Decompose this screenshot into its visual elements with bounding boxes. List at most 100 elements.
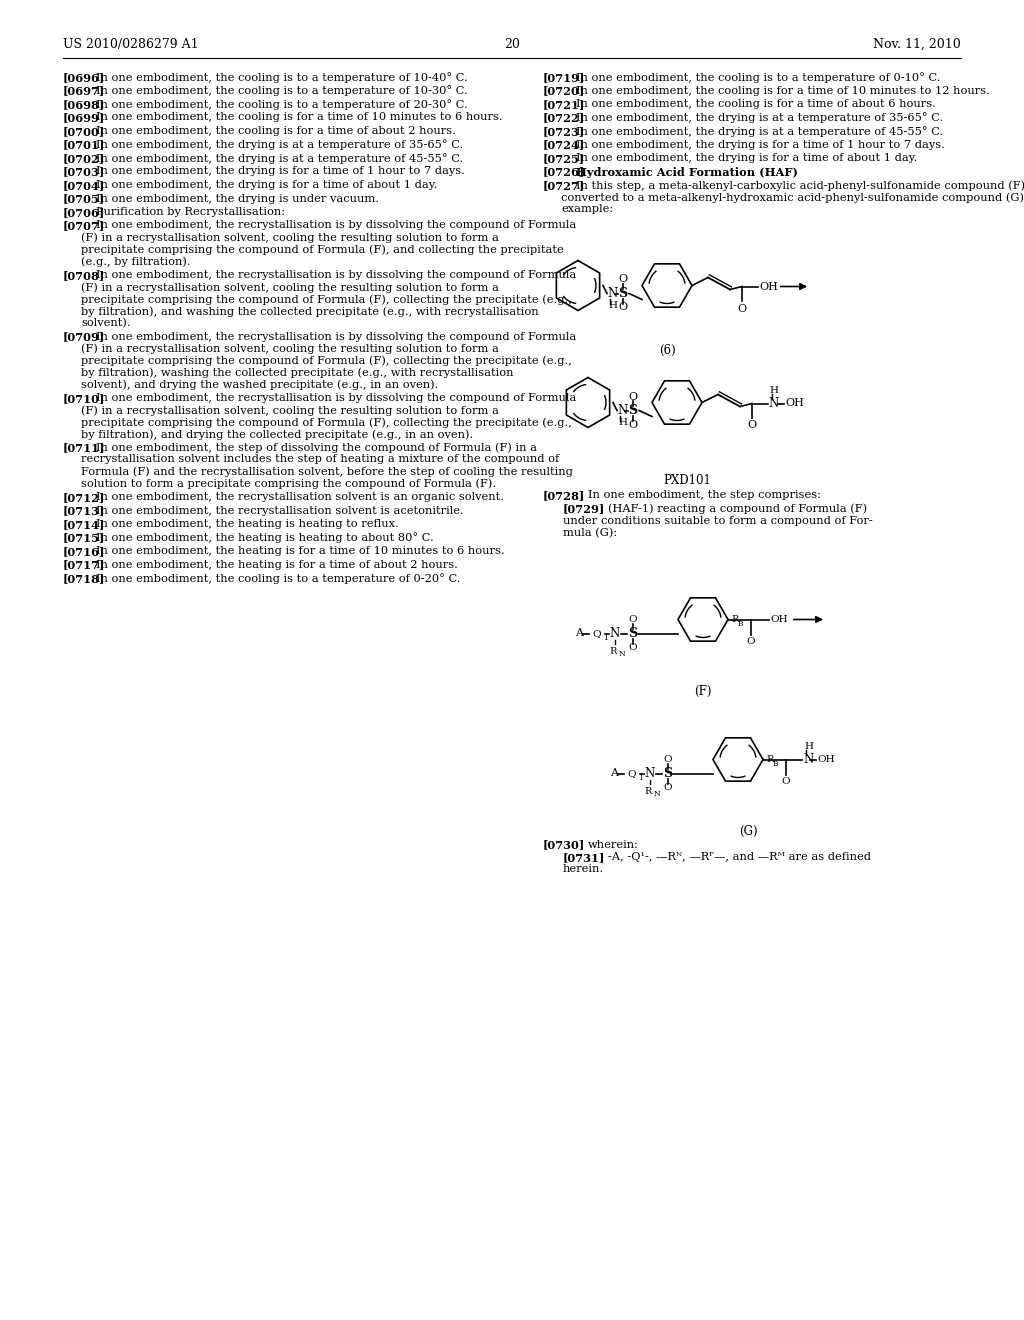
Text: mula (G):: mula (G):: [563, 528, 617, 537]
Text: H: H: [608, 301, 617, 310]
Text: N: N: [645, 767, 655, 780]
Text: [0729]: [0729]: [563, 503, 605, 515]
Text: wherein:: wherein:: [588, 840, 639, 850]
Text: In one embodiment, the heating is heating to about 80° C.: In one embodiment, the heating is heatin…: [96, 532, 434, 544]
Text: precipitate comprising the compound of Formula (F), and collecting the precipita: precipitate comprising the compound of F…: [81, 244, 564, 255]
Text: [0726]: [0726]: [543, 166, 586, 177]
Text: [0716]: [0716]: [63, 546, 105, 557]
Text: N: N: [618, 649, 626, 657]
Text: H: H: [804, 742, 813, 751]
Text: example:: example:: [561, 205, 613, 214]
Text: S: S: [618, 286, 628, 300]
Text: R: R: [731, 615, 738, 624]
Text: [0713]: [0713]: [63, 506, 105, 516]
Text: In one embodiment, the drying is at a temperature of 35-65° C.: In one embodiment, the drying is at a te…: [96, 140, 463, 150]
Text: O: O: [629, 615, 637, 624]
Text: PXD101: PXD101: [664, 474, 711, 487]
Text: In one embodiment, the recrystallisation solvent is an organic solvent.: In one embodiment, the recrystallisation…: [96, 492, 504, 502]
Text: by filtration), and drying the collected precipitate (e.g., in an oven).: by filtration), and drying the collected…: [81, 429, 474, 440]
Text: [0701]: [0701]: [63, 140, 105, 150]
Text: [0722]: [0722]: [543, 112, 586, 124]
Text: R: R: [766, 755, 773, 764]
Text: (F): (F): [694, 685, 712, 697]
Text: O: O: [664, 783, 673, 792]
Text: O: O: [629, 643, 637, 652]
Text: Nov. 11, 2010: Nov. 11, 2010: [873, 38, 961, 51]
Text: N: N: [768, 397, 778, 411]
Text: [0730]: [0730]: [543, 840, 586, 850]
Text: O: O: [629, 420, 638, 429]
Text: S: S: [629, 627, 638, 640]
Text: R: R: [609, 647, 616, 656]
Text: In one embodiment, the recrystallisation is by dissolving the compound of Formul: In one embodiment, the recrystallisation…: [96, 393, 577, 403]
Text: OH: OH: [817, 755, 835, 764]
Text: In one embodiment, the cooling is to a temperature of 10-40° C.: In one embodiment, the cooling is to a t…: [96, 73, 468, 83]
Text: 20: 20: [504, 38, 520, 51]
Text: (e.g., by filtration).: (e.g., by filtration).: [81, 256, 191, 267]
Text: [0719]: [0719]: [543, 73, 586, 83]
Text: [0718]: [0718]: [63, 573, 105, 583]
Text: S: S: [629, 404, 638, 417]
Text: In one embodiment, the recrystallisation is by dissolving the compound of Formul: In one embodiment, the recrystallisation…: [96, 271, 577, 280]
Text: solution to form a precipitate comprising the compound of Formula (F).: solution to form a precipitate comprisin…: [81, 479, 497, 490]
Text: (F) in a recrystallisation solvent, cooling the resulting solution to form a: (F) in a recrystallisation solvent, cool…: [81, 343, 500, 354]
Text: In one embodiment, the cooling is to a temperature of 0-10° C.: In one embodiment, the cooling is to a t…: [577, 73, 941, 83]
Text: In one embodiment, the recrystallisation is by dissolving the compound of Formul: In one embodiment, the recrystallisation…: [96, 220, 577, 231]
Text: 1: 1: [603, 634, 608, 642]
Text: [0727]: [0727]: [543, 180, 586, 191]
Text: In one embodiment, the cooling is for a time of 10 minutes to 6 hours.: In one embodiment, the cooling is for a …: [96, 112, 503, 123]
Text: In one embodiment, the recrystallisation solvent is acetonitrile.: In one embodiment, the recrystallisation…: [96, 506, 464, 516]
Text: (F) in a recrystallisation solvent, cooling the resulting solution to form a: (F) in a recrystallisation solvent, cool…: [81, 282, 500, 293]
Text: OH: OH: [770, 615, 787, 624]
Text: O: O: [618, 302, 628, 313]
Text: (6): (6): [658, 343, 676, 356]
Text: 1: 1: [638, 774, 643, 781]
Text: In one embodiment, the drying is for a time of 1 hour to 7 days.: In one embodiment, the drying is for a t…: [577, 140, 945, 149]
Text: [0711]: [0711]: [63, 442, 105, 454]
Text: (G): (G): [738, 825, 758, 837]
Text: O: O: [737, 304, 746, 314]
Text: O: O: [748, 421, 757, 430]
Text: In one embodiment, the drying is at a temperature of 45-55° C.: In one embodiment, the drying is at a te…: [577, 125, 943, 137]
Text: In one embodiment, the cooling is for a time of about 2 hours.: In one embodiment, the cooling is for a …: [96, 125, 456, 136]
Text: In this step, a meta-alkenyl-carboxylic acid-phenyl-sulfonamide compound (F) is: In this step, a meta-alkenyl-carboxylic …: [577, 180, 1024, 190]
Text: A: A: [575, 628, 583, 639]
Text: [0710]: [0710]: [63, 393, 105, 404]
Text: -A, -Q¹-, —Rᴺ, —Rᴾ—, and —Rᴹ are as defined: -A, -Q¹-, —Rᴺ, —Rᴾ—, and —Rᴹ are as defi…: [608, 853, 871, 862]
Text: [0697]: [0697]: [63, 86, 105, 96]
Text: Q: Q: [593, 630, 601, 638]
Text: O: O: [781, 777, 791, 787]
Text: [0715]: [0715]: [63, 532, 105, 544]
Text: [0707]: [0707]: [63, 220, 105, 231]
Text: solvent).: solvent).: [81, 318, 131, 329]
Text: In one embodiment, the drying is for a time of about 1 day.: In one embodiment, the drying is for a t…: [96, 180, 437, 190]
Text: R: R: [644, 787, 651, 796]
Text: by filtration), and washing the collected precipitate (e.g., with recrystallisat: by filtration), and washing the collecte…: [81, 306, 539, 317]
Text: OH: OH: [759, 281, 778, 292]
Text: [0702]: [0702]: [63, 153, 105, 164]
Text: Q: Q: [628, 770, 636, 777]
Text: Formula (F) and the recrystallisation solvent, before the step of cooling the re: Formula (F) and the recrystallisation so…: [81, 466, 573, 477]
Text: by filtration), washing the collected precipitate (e.g., with recrystallisation: by filtration), washing the collected pr…: [81, 367, 514, 378]
Text: A: A: [610, 768, 618, 779]
Text: [0706]: [0706]: [63, 207, 105, 218]
Text: In one embodiment, the cooling is for a time of 10 minutes to 12 hours.: In one embodiment, the cooling is for a …: [577, 86, 990, 95]
Text: (HAF-1) reacting a compound of Formula (F): (HAF-1) reacting a compound of Formula (…: [608, 503, 867, 513]
Text: [0728]: [0728]: [543, 491, 586, 502]
Text: In one embodiment, the cooling is to a temperature of 10-30° C.: In one embodiment, the cooling is to a t…: [96, 86, 468, 96]
Text: In one embodiment, the drying is for a time of about 1 day.: In one embodiment, the drying is for a t…: [577, 153, 918, 162]
Text: OH: OH: [785, 399, 804, 408]
Text: [0698]: [0698]: [63, 99, 105, 110]
Text: [0696]: [0696]: [63, 73, 105, 83]
Text: N: N: [607, 286, 617, 300]
Text: In one embodiment, the cooling is to a temperature of 20-30° C.: In one embodiment, the cooling is to a t…: [96, 99, 468, 110]
Text: [0725]: [0725]: [543, 153, 585, 164]
Text: [0721]: [0721]: [543, 99, 586, 110]
Text: B: B: [738, 619, 743, 627]
Text: [0714]: [0714]: [63, 519, 105, 531]
Text: O: O: [618, 275, 628, 285]
Text: In one embodiment, the heating is for a time of 10 minutes to 6 hours.: In one embodiment, the heating is for a …: [96, 546, 505, 556]
Text: recrystallisation solvent includes the step of heating a mixture of the compound: recrystallisation solvent includes the s…: [81, 454, 560, 465]
Text: In one embodiment, the drying is at a temperature of 35-65° C.: In one embodiment, the drying is at a te…: [577, 112, 943, 123]
Text: In one embodiment, the cooling is for a time of about 6 hours.: In one embodiment, the cooling is for a …: [577, 99, 936, 110]
